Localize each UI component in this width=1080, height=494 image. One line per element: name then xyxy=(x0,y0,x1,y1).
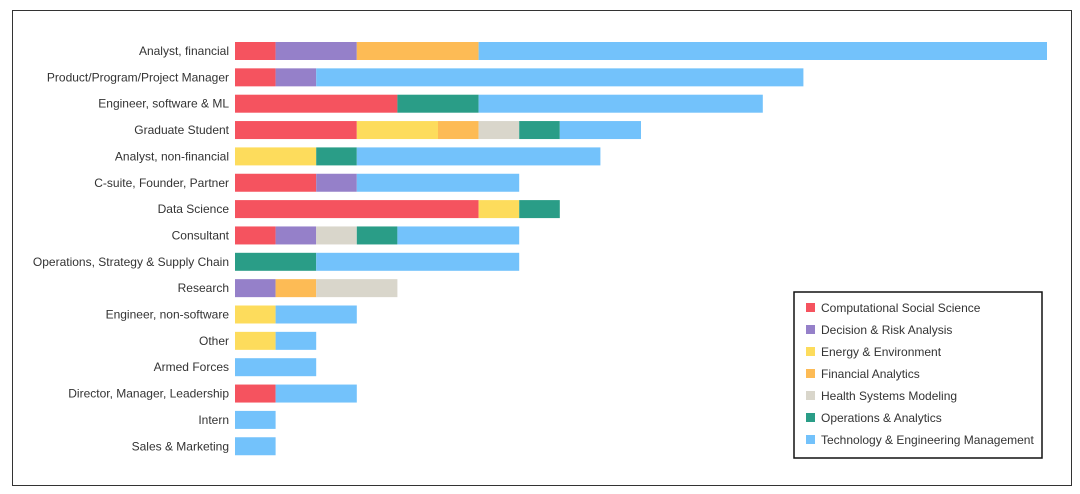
bar-segment[interactable] xyxy=(275,42,357,60)
bar-segment[interactable] xyxy=(235,173,317,192)
category-label: Other xyxy=(199,334,229,348)
bar-segment[interactable] xyxy=(316,279,398,298)
bar-segment[interactable] xyxy=(356,173,520,192)
category-label: Engineer, non-software xyxy=(106,308,230,322)
legend-item-label: Financial Analytics xyxy=(821,367,920,381)
legend-swatch xyxy=(806,435,815,444)
category-label: Consultant xyxy=(172,228,230,242)
bar-segment[interactable] xyxy=(356,42,479,60)
legend-swatch xyxy=(806,347,815,356)
bar-segment[interactable] xyxy=(316,147,357,166)
bar-segment[interactable] xyxy=(235,226,276,245)
bar-segment[interactable] xyxy=(235,200,479,219)
category-label: Operations, Strategy & Supply Chain xyxy=(33,255,229,269)
category-label: Data Science xyxy=(158,202,230,216)
legend-swatch xyxy=(806,369,815,378)
bar-segment[interactable] xyxy=(275,279,317,298)
bar-segment[interactable] xyxy=(235,68,276,87)
bar-segment[interactable] xyxy=(559,121,641,140)
bar-segment[interactable] xyxy=(478,94,763,113)
bar-segment[interactable] xyxy=(478,121,520,140)
legend-swatch xyxy=(806,325,815,334)
bar-segment[interactable] xyxy=(316,68,804,87)
bar-segment[interactable] xyxy=(356,147,601,166)
bar-segment[interactable] xyxy=(235,42,276,60)
category-label: Armed Forces xyxy=(154,360,229,374)
legend-item-label: Energy & Environment xyxy=(821,345,942,359)
bar-segment[interactable] xyxy=(275,226,317,245)
bar-segment[interactable] xyxy=(235,437,276,456)
bar-segment[interactable] xyxy=(478,200,520,219)
bar-segment[interactable] xyxy=(235,305,276,324)
bar-segment[interactable] xyxy=(275,68,317,87)
legend-swatch xyxy=(806,303,815,312)
legend-swatch xyxy=(806,413,815,422)
bar-segment[interactable] xyxy=(356,121,438,140)
bar-segment[interactable] xyxy=(438,121,479,140)
legend-box xyxy=(793,291,1043,459)
legend-swatch xyxy=(806,391,815,400)
legend-item-label: Technology & Engineering Management xyxy=(821,433,1034,447)
bar-segment[interactable] xyxy=(235,410,276,429)
bar-segment[interactable] xyxy=(275,331,317,350)
bar-segment[interactable] xyxy=(235,252,317,271)
bar-segment[interactable] xyxy=(235,147,317,166)
category-label: Engineer, software & ML xyxy=(98,97,229,111)
legend-item-label: Decision & Risk Analysis xyxy=(821,323,952,337)
bar-segment[interactable] xyxy=(235,384,276,403)
category-label: Research xyxy=(178,281,229,295)
bar-segment[interactable] xyxy=(235,331,276,350)
bar-segment[interactable] xyxy=(316,252,520,271)
category-label: Product/Program/Project Manager xyxy=(47,70,229,84)
legend-item-label: Operations & Analytics xyxy=(821,411,942,425)
legend-item-label: Health Systems Modeling xyxy=(821,389,957,403)
bar-segment[interactable] xyxy=(235,279,276,298)
category-label: Director, Manager, Leadership xyxy=(68,387,229,401)
bar-segment[interactable] xyxy=(235,358,317,377)
bar-segment[interactable] xyxy=(275,305,357,324)
category-label: Analyst, financial xyxy=(139,44,229,58)
bar-segment[interactable] xyxy=(356,226,398,245)
bar-segment[interactable] xyxy=(235,121,357,140)
bar-segment[interactable] xyxy=(275,384,357,403)
bar-segment[interactable] xyxy=(235,94,398,113)
bar-segment[interactable] xyxy=(478,42,1048,60)
bar-segment[interactable] xyxy=(316,226,357,245)
category-label: Analyst, non-financial xyxy=(115,149,229,163)
category-label: C-suite, Founder, Partner xyxy=(94,176,229,190)
bar-segment[interactable] xyxy=(397,94,479,113)
category-label: Intern xyxy=(198,413,229,427)
category-label: Sales & Marketing xyxy=(132,439,229,453)
bar-segment[interactable] xyxy=(316,173,357,192)
category-label: Graduate Student xyxy=(134,123,229,137)
bar-segment[interactable] xyxy=(519,121,560,140)
bar-segment[interactable] xyxy=(397,226,520,245)
bar-segment[interactable] xyxy=(519,200,560,219)
legend-item-label: Computational Social Science xyxy=(821,301,981,315)
